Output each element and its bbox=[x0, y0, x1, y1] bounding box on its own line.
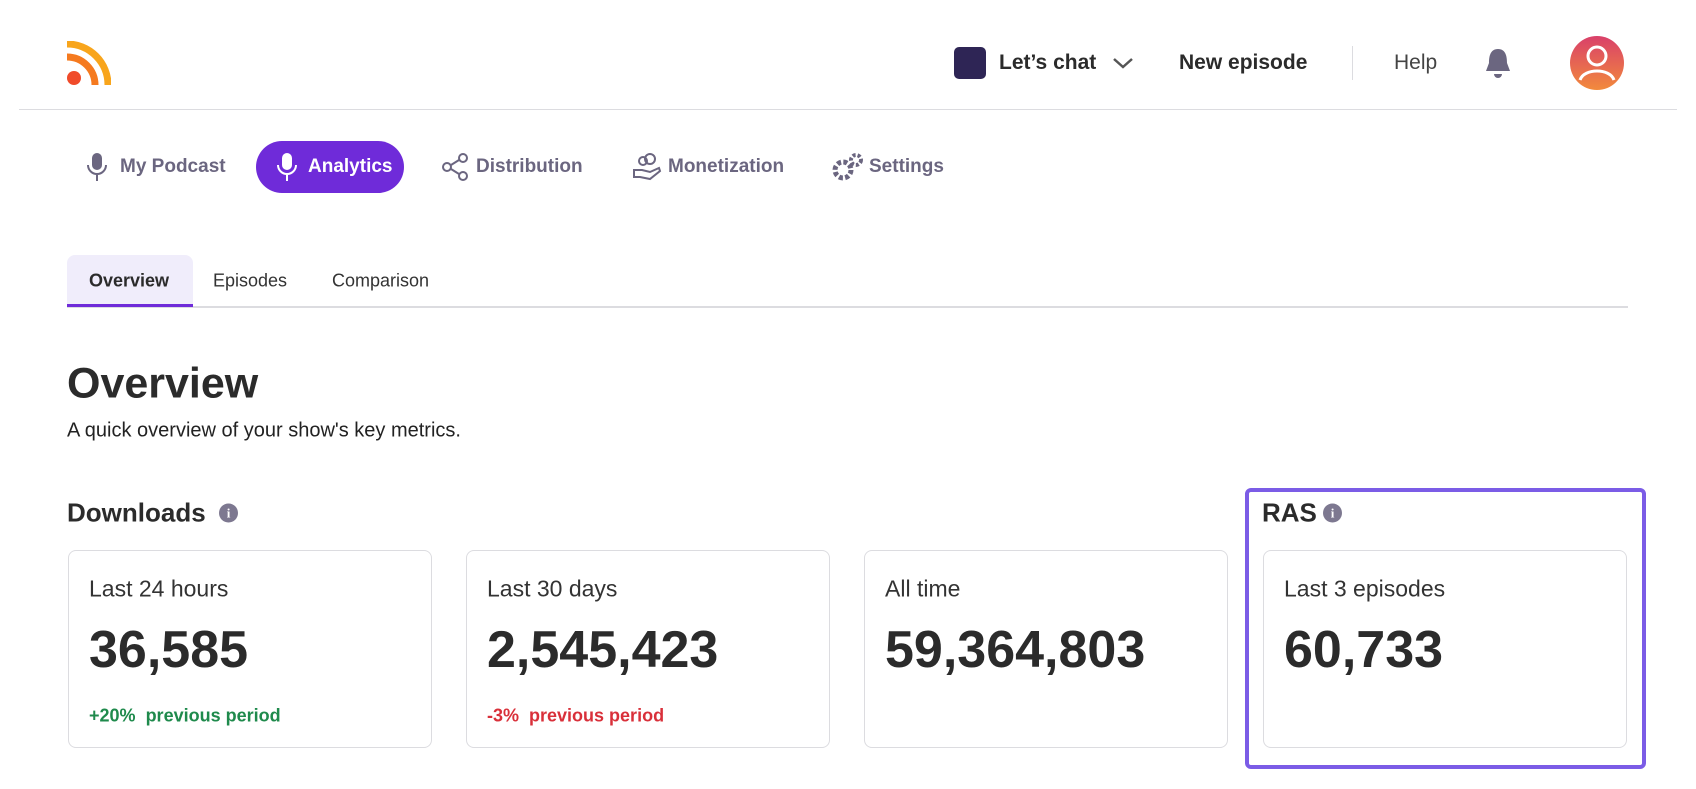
avatar[interactable] bbox=[1570, 36, 1624, 90]
card-value: 36,585 bbox=[89, 621, 249, 679]
new-episode-button[interactable]: New episode bbox=[1179, 51, 1308, 74]
nav-tab-label[interactable]: Analytics bbox=[308, 156, 393, 177]
nav-tab[interactable]: My Podcast bbox=[120, 156, 226, 177]
metric-card: All time 59,364,803 bbox=[864, 550, 1228, 748]
subtab-active-bg bbox=[67, 255, 193, 307]
logo bbox=[67, 41, 111, 85]
card-change: +20% bbox=[89, 705, 136, 726]
nav-tab-active[interactable] bbox=[256, 141, 404, 193]
bell-icon[interactable] bbox=[1484, 47, 1512, 79]
show-name[interactable]: Let’s chat bbox=[999, 51, 1097, 74]
info-icon[interactable]: i bbox=[219, 503, 238, 523]
page-title: Overview bbox=[67, 359, 259, 408]
subtab[interactable]: Episodes bbox=[213, 270, 288, 291]
highlight-box bbox=[1245, 488, 1646, 769]
nav-tab[interactable]: Monetization bbox=[668, 156, 785, 177]
nav-tab[interactable]: Settings bbox=[869, 156, 944, 177]
divider bbox=[1352, 46, 1353, 80]
metric-card: Last 24 hours 36,585 +20% previous perio… bbox=[68, 550, 432, 748]
gears-icon bbox=[832, 153, 863, 181]
info-icon[interactable]: i bbox=[1323, 503, 1342, 523]
card-value: 60,733 bbox=[1284, 621, 1444, 679]
show-artwork bbox=[954, 47, 986, 79]
subtab[interactable]: Comparison bbox=[332, 270, 430, 291]
card-value: 2,545,423 bbox=[487, 621, 719, 679]
mic-icon bbox=[87, 153, 107, 181]
subtab-line bbox=[67, 306, 1628, 308]
metric-card: Last 3 episodes 60,733 bbox=[1263, 550, 1627, 748]
card-change: -3% bbox=[487, 705, 520, 726]
metric-card: Last 30 days 2,545,423 -3% previous peri… bbox=[466, 550, 830, 748]
card-label: Last 30 days bbox=[487, 575, 618, 602]
card-label: Last 24 hours bbox=[89, 575, 229, 602]
nav-tab[interactable]: Distribution bbox=[476, 156, 583, 177]
help-link[interactable]: Help bbox=[1394, 51, 1438, 74]
subtab[interactable]: Overview bbox=[89, 270, 170, 291]
card-label: Last 3 episodes bbox=[1284, 575, 1446, 602]
chevron[interactable] bbox=[1111, 55, 1135, 71]
page-description: A quick overview of your show's key metr… bbox=[67, 419, 461, 442]
subtab-indicator bbox=[67, 304, 193, 307]
mic-icon bbox=[277, 153, 297, 181]
card-label: All time bbox=[885, 575, 961, 602]
section-title: Downloads bbox=[67, 497, 206, 528]
card-value: 59,364,803 bbox=[885, 621, 1146, 679]
money-icon bbox=[633, 153, 662, 181]
card-change-label: previous period bbox=[145, 705, 281, 726]
section-title: RAS bbox=[1262, 497, 1317, 528]
share-icon bbox=[442, 153, 468, 181]
card-change-label: previous period bbox=[529, 705, 665, 726]
header-divider bbox=[19, 109, 1677, 110]
